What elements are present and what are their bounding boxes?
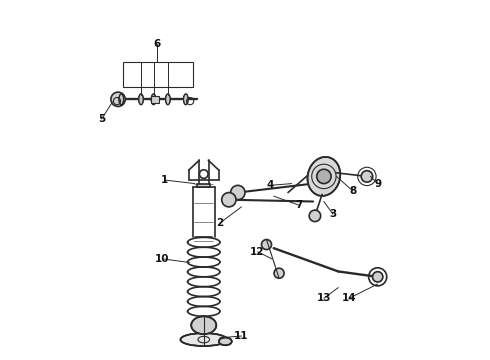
Ellipse shape xyxy=(308,157,340,196)
Text: 9: 9 xyxy=(374,179,381,189)
Text: 2: 2 xyxy=(216,218,223,228)
Text: 14: 14 xyxy=(342,293,356,303)
Circle shape xyxy=(221,193,236,207)
Text: 10: 10 xyxy=(155,254,170,264)
Text: 6: 6 xyxy=(153,39,161,49)
Circle shape xyxy=(262,239,271,249)
Circle shape xyxy=(317,169,331,184)
Bar xyxy=(197,184,210,187)
Circle shape xyxy=(372,272,383,282)
Circle shape xyxy=(361,171,373,182)
Ellipse shape xyxy=(119,94,123,105)
Text: 7: 7 xyxy=(295,200,302,210)
Text: 8: 8 xyxy=(349,186,356,196)
Bar xyxy=(151,96,159,103)
Circle shape xyxy=(309,210,320,222)
Circle shape xyxy=(274,268,284,278)
Text: 1: 1 xyxy=(161,175,168,185)
Text: 11: 11 xyxy=(234,331,248,341)
Text: 4: 4 xyxy=(267,180,274,190)
Ellipse shape xyxy=(166,94,170,105)
Ellipse shape xyxy=(219,338,232,345)
Circle shape xyxy=(111,92,125,107)
Text: 12: 12 xyxy=(250,247,265,257)
Ellipse shape xyxy=(180,333,227,346)
Text: 5: 5 xyxy=(98,114,105,124)
Ellipse shape xyxy=(151,94,156,105)
Text: 13: 13 xyxy=(317,293,331,303)
Ellipse shape xyxy=(183,94,188,105)
Bar xyxy=(123,62,193,87)
Circle shape xyxy=(231,185,245,200)
Text: 3: 3 xyxy=(329,209,337,219)
Ellipse shape xyxy=(191,316,216,334)
Ellipse shape xyxy=(139,94,144,105)
